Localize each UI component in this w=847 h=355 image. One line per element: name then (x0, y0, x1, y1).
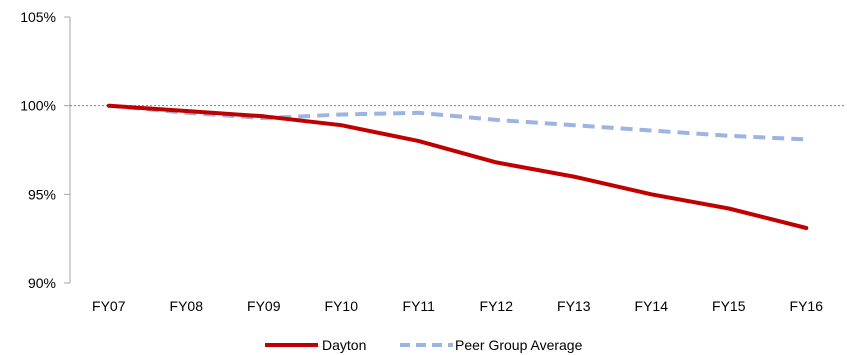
y-tick-label: 90% (28, 275, 56, 291)
x-tick-label: FY15 (712, 298, 746, 314)
y-tick-label: 95% (28, 186, 56, 202)
x-tick-label: FY10 (325, 298, 359, 314)
x-tick-label: FY08 (170, 298, 204, 314)
legend-label: Peer Group Average (455, 337, 583, 353)
x-tick-label: FY07 (92, 298, 126, 314)
series-line-peer-group-average (108, 103, 807, 142)
y-tick-label: 105% (20, 9, 56, 25)
x-tick-label: FY16 (790, 298, 824, 314)
series-line-dayton (106, 103, 809, 230)
x-tick-label: FY12 (480, 298, 514, 314)
x-tick-label: FY09 (247, 298, 281, 314)
x-tick-label: FY11 (403, 298, 436, 314)
y-tick-labels: 90% 95% 100% 105% (20, 9, 56, 291)
legend-label: Dayton (322, 337, 366, 353)
x-tick-label: FY14 (635, 298, 669, 314)
x-tick-labels: FY07 FY08 FY09 FY10 FY11 FY12 FY13 FY14 FY15 FY16 (92, 298, 823, 314)
y-tick-label: 100% (20, 98, 56, 114)
axes (64, 16, 71, 284)
legend: Dayton Peer Group Average (265, 337, 583, 353)
x-tick-label: FY13 (557, 298, 591, 314)
series-group (106, 103, 809, 230)
